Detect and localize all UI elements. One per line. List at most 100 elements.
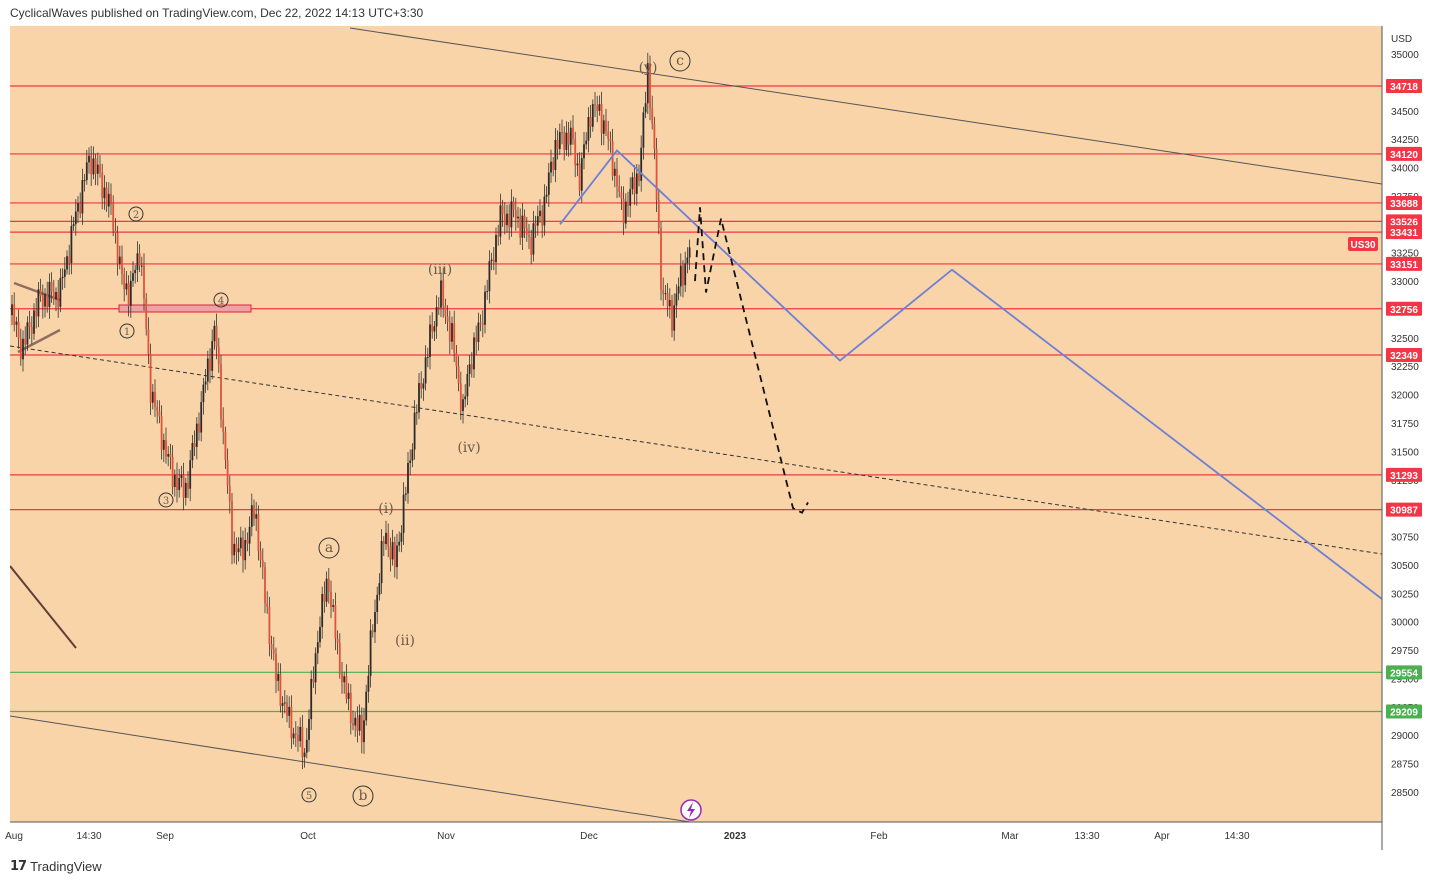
candle — [367, 665, 370, 703]
channel-lower-line[interactable] — [10, 715, 691, 822]
candle — [209, 348, 211, 384]
candle — [682, 260, 684, 298]
tradingview-logo-icon: 𝟭𝟳 — [10, 858, 27, 873]
candle — [495, 227, 497, 275]
price-level-badge: 33431 — [1386, 225, 1422, 240]
candle — [173, 469, 176, 497]
candle — [121, 245, 123, 285]
blue-projection-path[interactable] — [559, 149, 1382, 600]
candle — [561, 119, 563, 145]
svg-text:b: b — [359, 788, 368, 804]
candle — [195, 417, 198, 460]
y-tick-label: 30250 — [1391, 589, 1419, 600]
candle — [92, 146, 95, 180]
candle — [204, 369, 207, 393]
candle — [651, 95, 654, 130]
candle — [554, 127, 557, 183]
candle — [382, 536, 385, 556]
svg-text:(y): (y) — [639, 60, 658, 76]
candle — [424, 345, 427, 391]
candle — [426, 347, 429, 368]
svg-text:31293: 31293 — [1390, 471, 1418, 482]
y-tick-label: 29000 — [1391, 731, 1419, 742]
candle — [662, 277, 665, 306]
svg-text:USD: USD — [1391, 34, 1412, 45]
candle — [622, 186, 625, 236]
candle — [490, 252, 493, 271]
triangle-upper-line[interactable] — [13, 281, 61, 302]
candle — [169, 443, 172, 470]
candle — [19, 328, 22, 366]
dashed-projection-path[interactable] — [694, 207, 809, 514]
candle — [74, 199, 77, 236]
candle — [136, 241, 139, 283]
candle — [398, 531, 401, 552]
candle — [334, 592, 337, 651]
candle — [37, 282, 40, 328]
wave-label: 2 — [128, 206, 144, 222]
candle — [574, 131, 577, 178]
candle — [345, 664, 348, 704]
candle — [411, 443, 414, 468]
candle — [543, 184, 546, 236]
candle — [44, 288, 46, 318]
svg-text:32349: 32349 — [1390, 351, 1418, 362]
candle — [470, 352, 473, 378]
candle — [358, 704, 361, 736]
candle — [664, 285, 667, 301]
symbol-badge: US30 — [1348, 237, 1378, 251]
candle — [321, 586, 324, 639]
candle — [301, 714, 304, 769]
candle — [431, 312, 434, 339]
candle — [299, 717, 302, 748]
svg-text:1: 1 — [124, 327, 130, 338]
candle — [567, 122, 570, 157]
candle — [235, 537, 238, 565]
channel-upper-line[interactable] — [349, 27, 1382, 185]
candle — [365, 684, 368, 726]
candle — [655, 137, 658, 213]
candle — [448, 310, 451, 355]
candle — [110, 183, 112, 215]
candle — [57, 279, 60, 318]
candle — [220, 354, 222, 428]
candle — [310, 670, 313, 730]
svg-text:29554: 29554 — [1390, 668, 1418, 679]
lightning-icon[interactable] — [680, 799, 702, 821]
candle — [591, 99, 594, 132]
candle — [323, 581, 326, 613]
currency-label: USD — [1391, 34, 1412, 45]
candle — [11, 294, 13, 326]
support-box[interactable] — [118, 304, 252, 313]
trend-segment[interactable] — [10, 565, 77, 649]
candle — [444, 298, 447, 324]
candle — [165, 427, 167, 464]
candle — [620, 186, 623, 210]
svg-text:5: 5 — [306, 791, 312, 802]
candle — [237, 537, 240, 562]
candle — [105, 181, 108, 212]
candle — [349, 684, 352, 735]
y-tick-label: 28500 — [1391, 788, 1419, 799]
candle — [226, 448, 229, 494]
candle — [68, 244, 71, 275]
x-tick-label: Feb — [870, 831, 888, 842]
svg-text:33688: 33688 — [1390, 199, 1418, 210]
publisher-header: CyclicalWaves published on TradingView.c… — [10, 6, 424, 20]
tradingview-brand[interactable]: 𝟭𝟳 TradingView — [10, 858, 102, 874]
candle — [583, 131, 585, 170]
svg-text:29209: 29209 — [1390, 708, 1418, 719]
candle — [33, 303, 35, 340]
candle — [550, 149, 552, 183]
price-level-badge: 29554 — [1386, 665, 1422, 680]
candle — [679, 253, 682, 297]
candle — [400, 525, 403, 553]
midline-dashed[interactable] — [10, 345, 1382, 555]
candle — [523, 209, 526, 238]
candle — [228, 475, 231, 514]
candle — [464, 384, 467, 408]
candle — [585, 132, 588, 150]
candle — [404, 486, 407, 502]
candle — [497, 224, 500, 246]
